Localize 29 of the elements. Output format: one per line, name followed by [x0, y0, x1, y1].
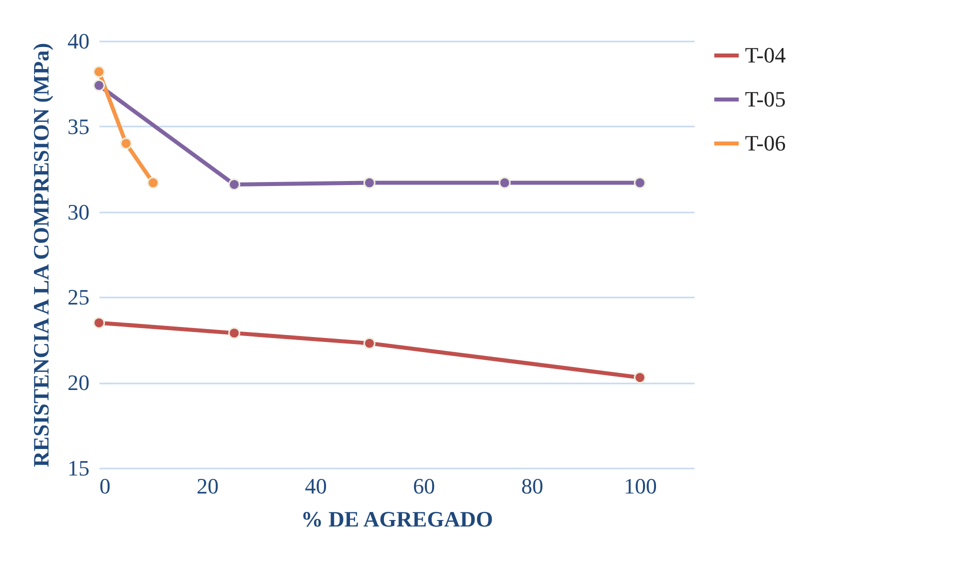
point [498, 176, 511, 189]
x-tick-label: 40 [304, 474, 327, 498]
point [93, 316, 105, 329]
x-tick-label: 60 [413, 474, 436, 498]
point [120, 137, 132, 150]
y-tick-label: 20 [68, 370, 90, 396]
point [634, 371, 646, 384]
y-axis-title: RESISTENCIA A LA COMPRESION (MPa) [28, 42, 54, 468]
x-axis-title: % DE AGREGADO [301, 506, 493, 532]
point [93, 66, 105, 78]
legend-label: T-06 [745, 130, 786, 156]
point [363, 337, 376, 350]
x-tick-label: 80 [521, 474, 544, 498]
legend-label: T-04 [745, 42, 786, 68]
point [363, 176, 376, 189]
y-tick-label: 35 [68, 114, 90, 139]
x-tick-label: 100 [624, 474, 657, 498]
x-tick-label: 0 [100, 474, 110, 498]
y-tick-label: 25 [68, 284, 90, 310]
point [93, 79, 105, 92]
point [634, 176, 646, 189]
x-tick-label: 20 [196, 474, 219, 498]
y-tick-label: 15 [68, 456, 90, 480]
point [228, 327, 240, 340]
point [147, 176, 160, 189]
y-tick-label: 30 [68, 199, 90, 224]
point [228, 178, 240, 190]
legend-label: T-05 [745, 86, 786, 112]
y-tick-label: 40 [68, 28, 90, 54]
